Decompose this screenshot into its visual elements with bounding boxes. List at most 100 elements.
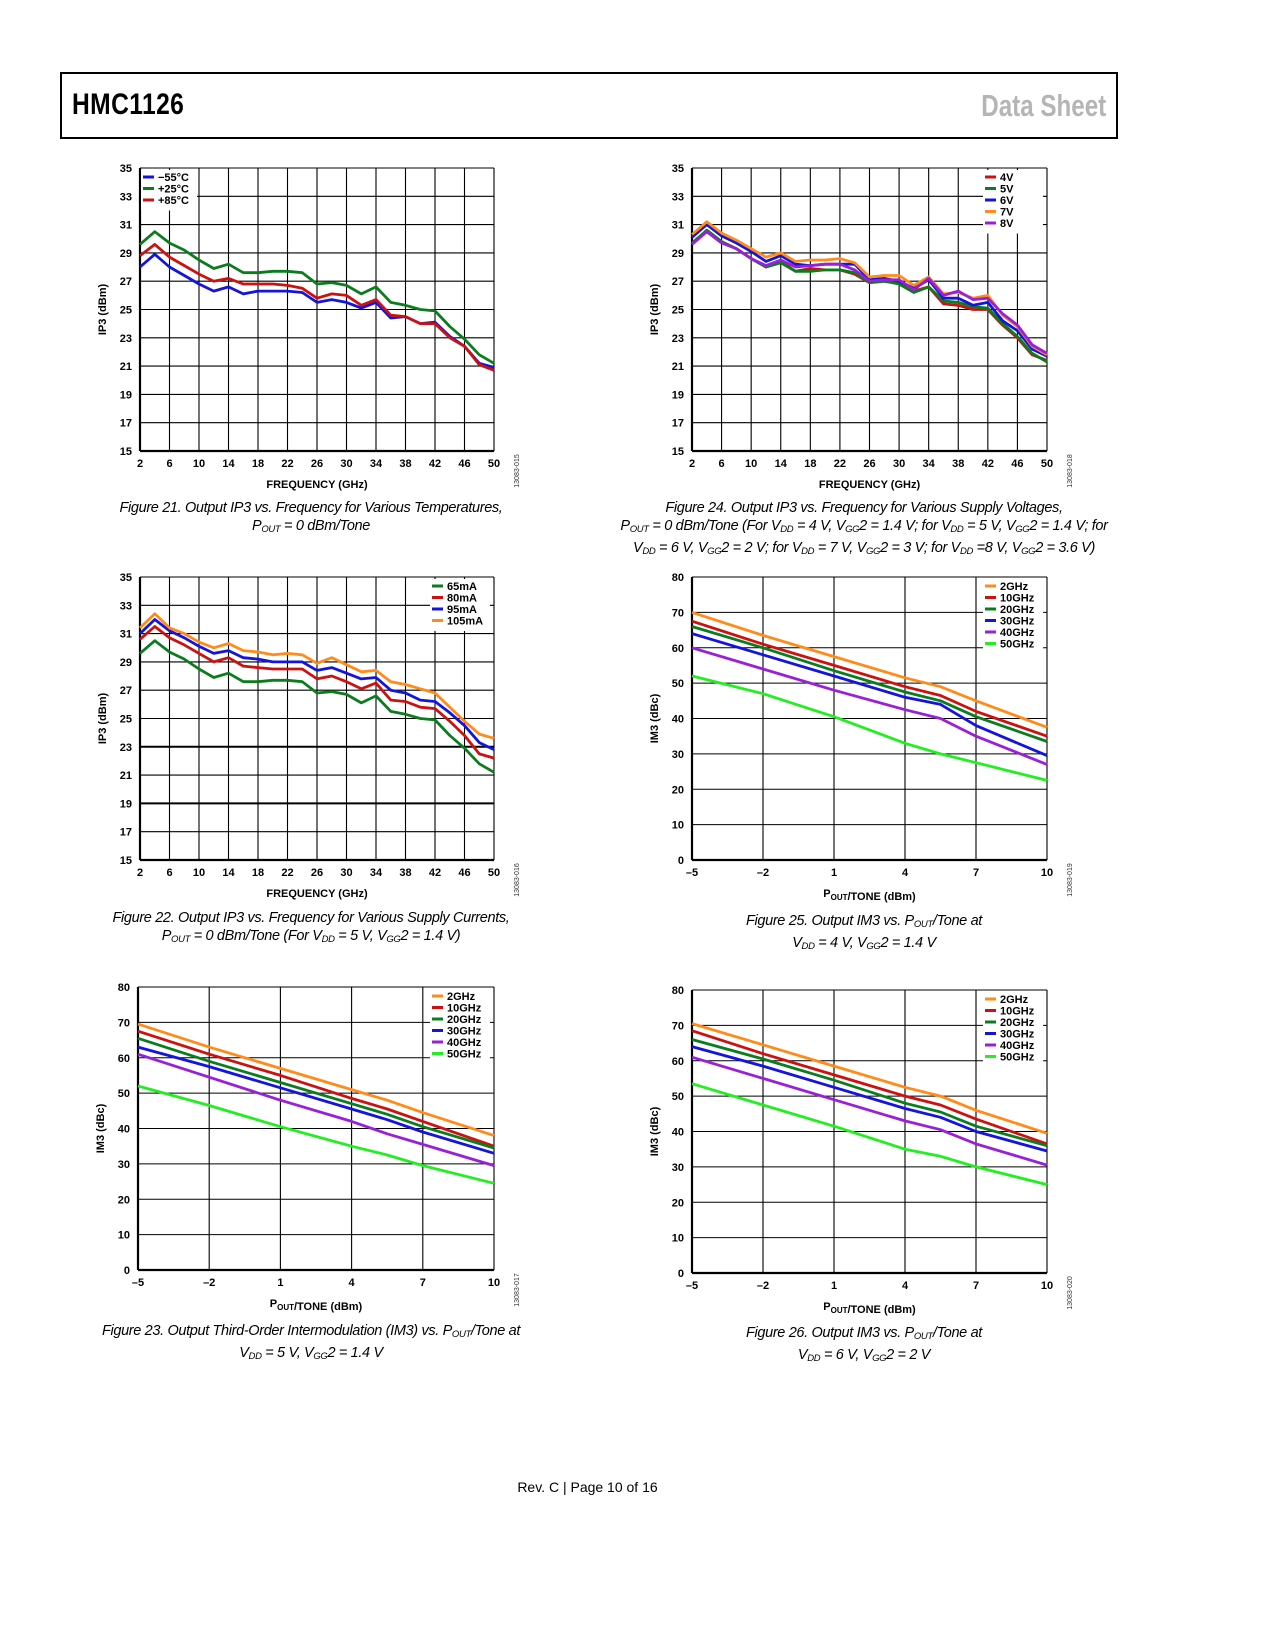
x-tick-label: 2 [137, 458, 143, 470]
legend-label: 6V [1000, 195, 1014, 207]
caption-text: = 5 V, V [334, 928, 387, 944]
caption-text: 2 = 1.4 V [880, 935, 936, 951]
label-part: P [823, 1301, 830, 1313]
series-line-40GHz [691, 1055, 1048, 1167]
x-tick-label: 34 [370, 867, 383, 879]
y-tick-label: 50 [118, 1088, 130, 1100]
caption-text: Figure 26. Output IM3 vs. P [746, 1325, 914, 1341]
y-tick-label: 15 [672, 446, 684, 458]
x-tick-label: 26 [311, 867, 323, 879]
legend-background [983, 579, 1043, 654]
caption-subscript: GG [866, 941, 881, 952]
x-tick-label: 1 [277, 1277, 283, 1289]
series-line-30GHz [691, 632, 1048, 757]
legend-label: 50GHz [1000, 639, 1035, 651]
x-tick-label: 14 [222, 867, 235, 879]
section-title: Data Sheet [981, 88, 1106, 123]
series-line-95mA [139, 618, 495, 751]
series-line-65mA [139, 639, 495, 774]
y-tick-label: 20 [118, 1194, 130, 1206]
legend-label: 2GHz [1000, 994, 1029, 1006]
legend-label: 5V [1000, 184, 1014, 196]
label-part: /TONE (dBm) [294, 1301, 363, 1313]
y-tick-label: 31 [672, 220, 684, 232]
legend-label: 20GHz [447, 1014, 482, 1026]
x-tick-label: 50 [488, 867, 500, 879]
y-axis-title: IM3 (dBc) [95, 1103, 107, 1153]
x-tick-label: 10 [745, 458, 757, 470]
caption-subscript: GG [872, 1353, 887, 1364]
x-tick-label: 14 [222, 458, 235, 470]
series-line-80mA [139, 625, 495, 760]
x-tick-label: 34 [923, 458, 936, 470]
y-axis-title: IP3 (dBm) [97, 283, 109, 335]
y-tick-label: 17 [120, 827, 132, 839]
x-tick-label: 46 [1011, 458, 1023, 470]
series-line-50GHz [137, 1084, 495, 1185]
series-line-25C [139, 230, 495, 365]
legend-label: 30GHz [1000, 1029, 1035, 1041]
x-tick-label: 2 [689, 458, 695, 470]
legend-label: 10GHz [447, 1003, 482, 1015]
y-tick-label: 15 [120, 446, 132, 458]
y-tick-label: 17 [120, 418, 132, 430]
series-line-30GHz [137, 1045, 495, 1155]
x-axis-title: FREQUENCY (GHz) [819, 479, 921, 491]
caption-text: V [239, 1345, 249, 1361]
x-tick-label: 42 [429, 867, 441, 879]
y-tick-label: 21 [120, 361, 132, 373]
legend-label: 105mA [447, 616, 483, 628]
label-part: /TONE (dBm) [847, 891, 916, 903]
label-part: /TONE (dBm) [847, 1304, 916, 1316]
y-axis-title: IM3 (dBc) [649, 693, 661, 743]
x-tick-label: 7 [973, 1280, 979, 1292]
caption-subscript: DD [801, 546, 815, 557]
y-tick-label: 27 [672, 276, 684, 288]
y-tick-label: 40 [672, 1127, 684, 1139]
caption-text: V [792, 935, 802, 951]
series-line-2GHz [691, 611, 1048, 729]
y-tick-label: 29 [672, 248, 684, 260]
x-tick-label: 4 [902, 867, 909, 879]
caption-text: 2 = 1.4 V [327, 1345, 383, 1361]
legend-background [430, 989, 490, 1064]
series-line-30GHz [691, 1045, 1048, 1153]
series-line-8V [691, 230, 1048, 355]
y-tick-label: 19 [120, 798, 132, 810]
y-tick-label: 23 [120, 742, 132, 754]
legend-label: 40GHz [447, 1037, 482, 1049]
caption-text: /Tone at [470, 1323, 521, 1339]
page-footer: Rev. C | Page 10 of 16 [517, 1479, 658, 1495]
y-tick-label: 35 [120, 163, 132, 175]
caption-subscript: GG [386, 934, 401, 945]
caption-subscript: OUT [629, 524, 649, 535]
y-tick-label: 30 [672, 749, 684, 761]
caption-text: P [252, 518, 262, 534]
part-number: HMC1126 [72, 88, 185, 121]
legend-label: 4V [1000, 172, 1014, 184]
label-part: FREQUENCY (GHz) [266, 888, 368, 900]
x-tick-label: 38 [399, 458, 411, 470]
caption-text: = 0 dBm/Tone (For V [190, 928, 322, 944]
legend-background [983, 992, 1043, 1067]
legend-label: 80mA [447, 593, 477, 605]
y-tick-label: 27 [120, 685, 132, 697]
page-header: HMC1126 Data Sheet [60, 72, 1118, 139]
series-line-10GHz [691, 1029, 1048, 1146]
figure-code: 13083-018 [1067, 454, 1074, 488]
x-tick-label: 38 [399, 867, 411, 879]
caption-subscript: OUT [451, 1329, 471, 1340]
y-tick-label: 40 [672, 714, 684, 726]
caption-text: Figure 23. Output Third-Order Intermodul… [101, 1323, 452, 1339]
x-tick-label: 30 [340, 867, 352, 879]
legend-label: 50GHz [1000, 1052, 1035, 1064]
x-tick-label: –5 [686, 867, 698, 879]
caption-subscript: GG [707, 546, 722, 557]
y-tick-label: 30 [118, 1159, 130, 1171]
x-axis-title: POUT/TONE (dBm) [823, 1301, 916, 1316]
caption-text: =8 V, V [972, 540, 1022, 556]
y-tick-label: 40 [118, 1124, 130, 1136]
caption-text: 2 = 3 V; for V [880, 540, 960, 556]
legend-label: 10GHz [1000, 1006, 1035, 1018]
